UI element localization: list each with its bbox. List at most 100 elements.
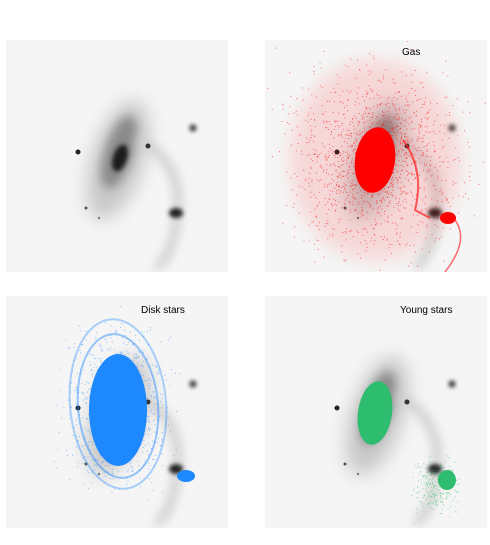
speckle-dot	[328, 156, 330, 158]
speckle-dot	[440, 236, 442, 238]
speckle-dot	[349, 219, 351, 221]
speckle-dot	[158, 416, 160, 418]
speckle-dot	[340, 177, 342, 179]
speckle-dot	[335, 120, 337, 122]
speckle-dot	[436, 217, 438, 219]
speckle-dot	[171, 368, 173, 370]
speckle-dot	[68, 398, 70, 400]
speckle-dot	[159, 415, 161, 417]
speckle-dot	[403, 207, 405, 209]
speckle-dot	[68, 413, 70, 415]
speckle-dot	[445, 180, 447, 182]
speckle-dot	[348, 135, 350, 137]
speckle-dot	[146, 420, 148, 421]
speckle-dot	[70, 407, 72, 408]
speckle-dot	[356, 92, 358, 94]
speckle-dot	[422, 221, 424, 223]
speckle-dot	[324, 156, 326, 158]
speckle-dot	[149, 429, 151, 431]
speckle-dot	[428, 484, 430, 486]
speckle-dot	[301, 150, 303, 152]
speckle-dot	[326, 164, 328, 166]
speckle-dot	[130, 462, 132, 464]
speckle-dot	[370, 117, 372, 119]
speckle-dot	[437, 178, 439, 180]
speckle-dot	[98, 358, 100, 359]
speckle-dot	[404, 191, 406, 193]
speckle-dot	[333, 198, 335, 200]
speckle-dot	[343, 259, 345, 261]
speckle-dot	[379, 269, 381, 271]
speckle-dot	[438, 157, 440, 159]
speckle-dot	[427, 112, 429, 114]
speckle-dot	[431, 479, 433, 481]
speckle-dot	[386, 205, 388, 207]
speckle-dot	[153, 419, 155, 421]
speckle-dot	[400, 123, 402, 125]
speckle-dot	[343, 160, 345, 162]
speckle-dot	[154, 396, 156, 398]
speckle-dot	[96, 369, 98, 371]
speckle-dot	[334, 121, 336, 123]
speckle-dot	[401, 193, 403, 195]
speckle-dot	[458, 195, 460, 197]
speckle-dot	[438, 486, 440, 488]
speckle-dot	[318, 202, 320, 204]
speckle-dot	[154, 441, 156, 443]
speckle-dot	[398, 198, 400, 200]
speckle-dot	[397, 240, 399, 242]
speckle-dot	[393, 206, 395, 208]
speckle-dot	[319, 166, 321, 168]
speckle-dot	[422, 199, 424, 201]
speckle-dot	[398, 117, 400, 119]
speckle-dot	[329, 143, 331, 145]
speckle-dot	[423, 189, 425, 191]
speckle-dot	[96, 366, 98, 368]
speckle-dot	[382, 123, 384, 125]
speckle-dot	[411, 88, 413, 89]
speckle-dot	[425, 476, 427, 478]
speckle-dot	[386, 191, 388, 193]
speckle-dot	[337, 185, 339, 187]
speckle-dot	[401, 169, 403, 171]
speckle-dot	[469, 112, 471, 114]
speckle-dot	[439, 468, 441, 470]
speckle-dot	[86, 339, 87, 341]
speckle-dot	[394, 168, 396, 170]
speckle-dot	[148, 416, 150, 417]
speckle-dot	[94, 469, 96, 471]
speckle-dot	[340, 134, 342, 136]
speckle-dot	[315, 150, 317, 152]
speckle-dot	[333, 129, 335, 130]
speckle-dot	[383, 199, 385, 201]
speckle-dot	[441, 193, 443, 195]
speckle-dot	[143, 360, 145, 362]
speckle-dot	[338, 126, 340, 128]
speckle-dot	[430, 469, 432, 471]
speckle-dot	[154, 403, 155, 405]
speckle-dot	[440, 497, 442, 499]
speckle-dot	[153, 442, 155, 444]
speckle-dot	[396, 98, 398, 100]
speckle-dot	[310, 158, 312, 160]
speckle-dot	[332, 163, 334, 165]
speckle-dot	[406, 171, 408, 172]
speckle-dot	[433, 497, 435, 499]
speckle-dot	[140, 444, 142, 446]
speckle-dot	[355, 117, 357, 119]
speckle-dot	[376, 211, 378, 213]
speckle-dot	[333, 101, 335, 103]
speckle-dot	[85, 402, 87, 404]
speckle-dot	[294, 172, 296, 174]
panel-label: Young stars	[400, 305, 452, 316]
speckle-dot	[313, 194, 315, 196]
speckle-dot	[103, 471, 105, 473]
speckle-dot	[361, 213, 363, 215]
speckle-dot	[407, 174, 408, 176]
speckle-dot	[126, 344, 128, 345]
speckle-dot	[347, 129, 349, 131]
speckle-dot	[154, 397, 156, 399]
speckle-dot	[346, 159, 347, 161]
speckle-dot	[143, 352, 144, 354]
speckle-dot	[434, 240, 436, 242]
